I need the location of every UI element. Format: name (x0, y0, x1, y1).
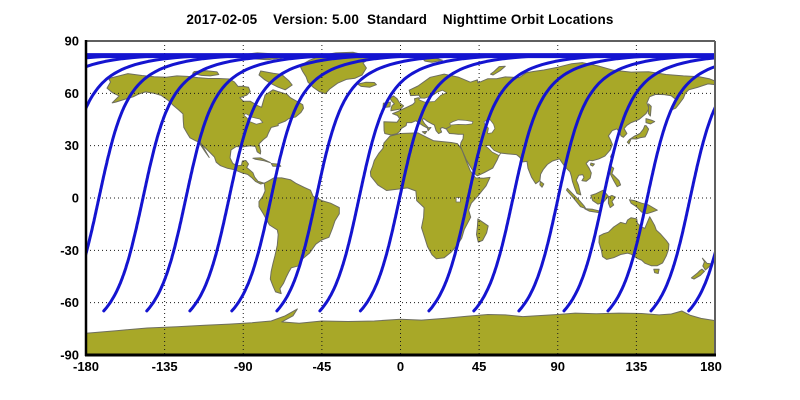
landmass-tasmania (653, 268, 660, 274)
landmass-new-guinea (628, 199, 658, 215)
x-tick-label: -45 (312, 359, 331, 374)
orbit-track (649, 104, 715, 313)
x-tick-label: -180 (73, 359, 99, 374)
landmass-hokkaido (645, 118, 656, 125)
landmass-nz-north (701, 257, 712, 271)
orbit-track (0, 55, 8, 311)
y-tick-label: 60 (65, 86, 79, 101)
landmass-baja (199, 142, 210, 158)
y-tick-label: -60 (60, 295, 79, 310)
orbit-track (358, 53, 570, 313)
orbit-track (230, 53, 441, 313)
orbit-track (145, 53, 356, 313)
orbit-track (102, 53, 313, 313)
landmass-north-america (106, 73, 304, 185)
orbit-track (776, 55, 800, 311)
landmass-baffin (258, 70, 293, 91)
landmass-sicily (421, 130, 428, 135)
y-tick-label: -90 (60, 348, 79, 363)
orbit-track (275, 53, 486, 313)
landmass-madagascar (476, 218, 489, 243)
landmass-nz-south (690, 268, 705, 280)
landmass-java (584, 208, 601, 214)
orbit-track (86, 53, 269, 259)
landmass-australia (598, 216, 670, 267)
landmass-hainan (589, 162, 595, 167)
orbit-track (0, 55, 52, 311)
figure-title: 2017-02-05 Version: 5.00 Standard Nightt… (186, 12, 614, 27)
x-tick-label: 90 (551, 359, 565, 374)
lake-black-sea (449, 119, 474, 126)
landmass-iceland (357, 81, 377, 88)
landmass-south-america (258, 177, 340, 295)
x-tick-label: -135 (152, 359, 178, 374)
y-tick-label: 30 (65, 138, 79, 153)
landmass-sri-lanka (539, 180, 545, 188)
landmass-britain (389, 95, 405, 112)
orbit-track (733, 55, 800, 311)
orbit-track (86, 53, 232, 112)
landmass-cuba (252, 157, 271, 164)
lake-great-lakes (243, 113, 264, 125)
landmass-sakhalin (647, 103, 652, 117)
x-tick-label: 0 (397, 359, 404, 374)
orbit-track (606, 65, 715, 313)
x-tick-label: 135 (626, 359, 648, 374)
orbit-track (86, 53, 99, 57)
landmass-antarctica (86, 308, 715, 355)
landmass-honshu (626, 125, 650, 145)
orbit-track (562, 56, 715, 313)
landmass-sulawesi (607, 194, 616, 209)
x-tick-label: 180 (700, 359, 722, 374)
orbit-track (188, 53, 399, 313)
y-tick-label: 90 (65, 34, 79, 49)
orbit-track (472, 53, 683, 313)
y-tick-label: 0 (72, 191, 79, 206)
x-tick-label: -90 (234, 359, 253, 374)
orbit-track (687, 247, 715, 313)
orbit-track (517, 53, 715, 313)
orbit-track (427, 53, 638, 313)
landmass-africa (369, 132, 491, 260)
lake-baltic-sea (418, 89, 448, 103)
map-layers (0, 41, 800, 355)
x-tick-label: 45 (472, 359, 486, 374)
orbit-track (318, 53, 529, 313)
landmass-novaya-zemlya (490, 65, 506, 76)
y-tick-label: -30 (60, 243, 79, 258)
